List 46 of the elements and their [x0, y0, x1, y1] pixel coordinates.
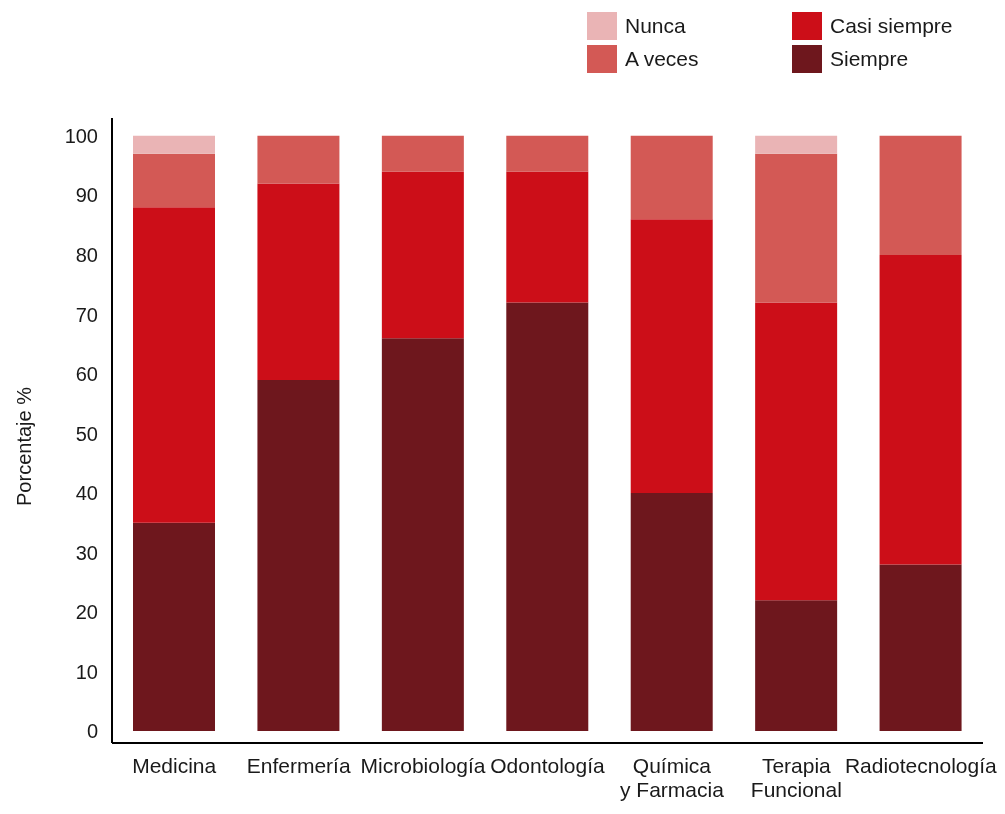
legend-label: Siempre [830, 47, 909, 71]
bar [133, 207, 215, 523]
x-tick-label: Microbiología [360, 754, 486, 777]
y-tick-label: 20 [75, 601, 98, 624]
x-tick-label: Odontología [490, 754, 606, 777]
y-tick-label: 30 [75, 541, 98, 564]
bar [506, 171, 589, 303]
bar [257, 183, 340, 380]
y-tick-label: 50 [75, 422, 98, 445]
bar [257, 135, 340, 184]
x-tick-label: Terapia Funcional [750, 754, 842, 801]
bar [506, 302, 589, 732]
y-tick-label: 90 [75, 184, 98, 207]
y-tick-label: 70 [75, 303, 98, 326]
y-tick-label: 80 [75, 244, 98, 266]
bar [879, 135, 962, 255]
bar [381, 171, 464, 339]
x-tick-label: Química y Farmacia [620, 754, 725, 801]
legend-label: Nunca [625, 14, 686, 38]
bar [879, 254, 962, 565]
bar [755, 302, 838, 601]
bar [630, 135, 713, 220]
bar [133, 153, 215, 208]
bar [755, 153, 838, 303]
x-tick-label: Radiotecnología [844, 754, 997, 777]
y-tick-label: 40 [75, 482, 98, 505]
legend-label: A veces [625, 47, 699, 71]
bar [133, 522, 215, 732]
bar [630, 493, 713, 732]
bar [630, 219, 713, 493]
x-tick-label: Medicina [132, 754, 217, 777]
y-tick-label: 100 [64, 124, 98, 147]
bar [257, 379, 340, 732]
bar [381, 135, 464, 172]
y-tick-label: 10 [75, 660, 98, 683]
bar [133, 135, 215, 154]
bar [506, 135, 589, 172]
bar [381, 338, 464, 732]
bar [755, 600, 838, 732]
y-tick-label: 0 [86, 720, 98, 743]
bar [879, 564, 962, 732]
x-tick-label: Enfermería [246, 754, 351, 777]
y-axis-title: Porcentaje % [13, 386, 35, 506]
bar [755, 135, 838, 154]
y-tick-label: 60 [75, 363, 98, 386]
legend-label: Casi siempre [830, 14, 953, 38]
